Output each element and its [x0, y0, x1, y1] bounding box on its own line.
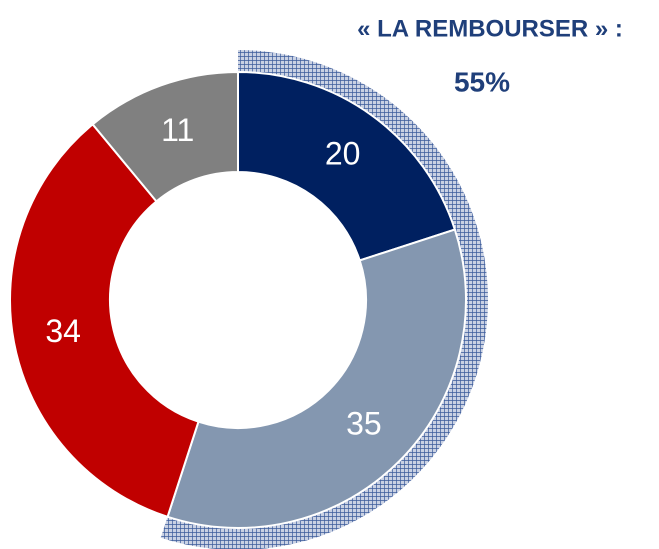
annotation: 55% [454, 66, 510, 97]
annotation: « LA REMBOURSER » : [357, 15, 623, 42]
data-label: 34 [45, 313, 81, 349]
data-label: 11 [161, 112, 194, 148]
donut-segment [91, 70, 239, 203]
donut-segment [237, 70, 457, 262]
donut-segment [166, 228, 467, 529]
data-label: 35 [346, 405, 382, 441]
donut-segment [9, 122, 200, 519]
data-label: 20 [325, 135, 361, 171]
